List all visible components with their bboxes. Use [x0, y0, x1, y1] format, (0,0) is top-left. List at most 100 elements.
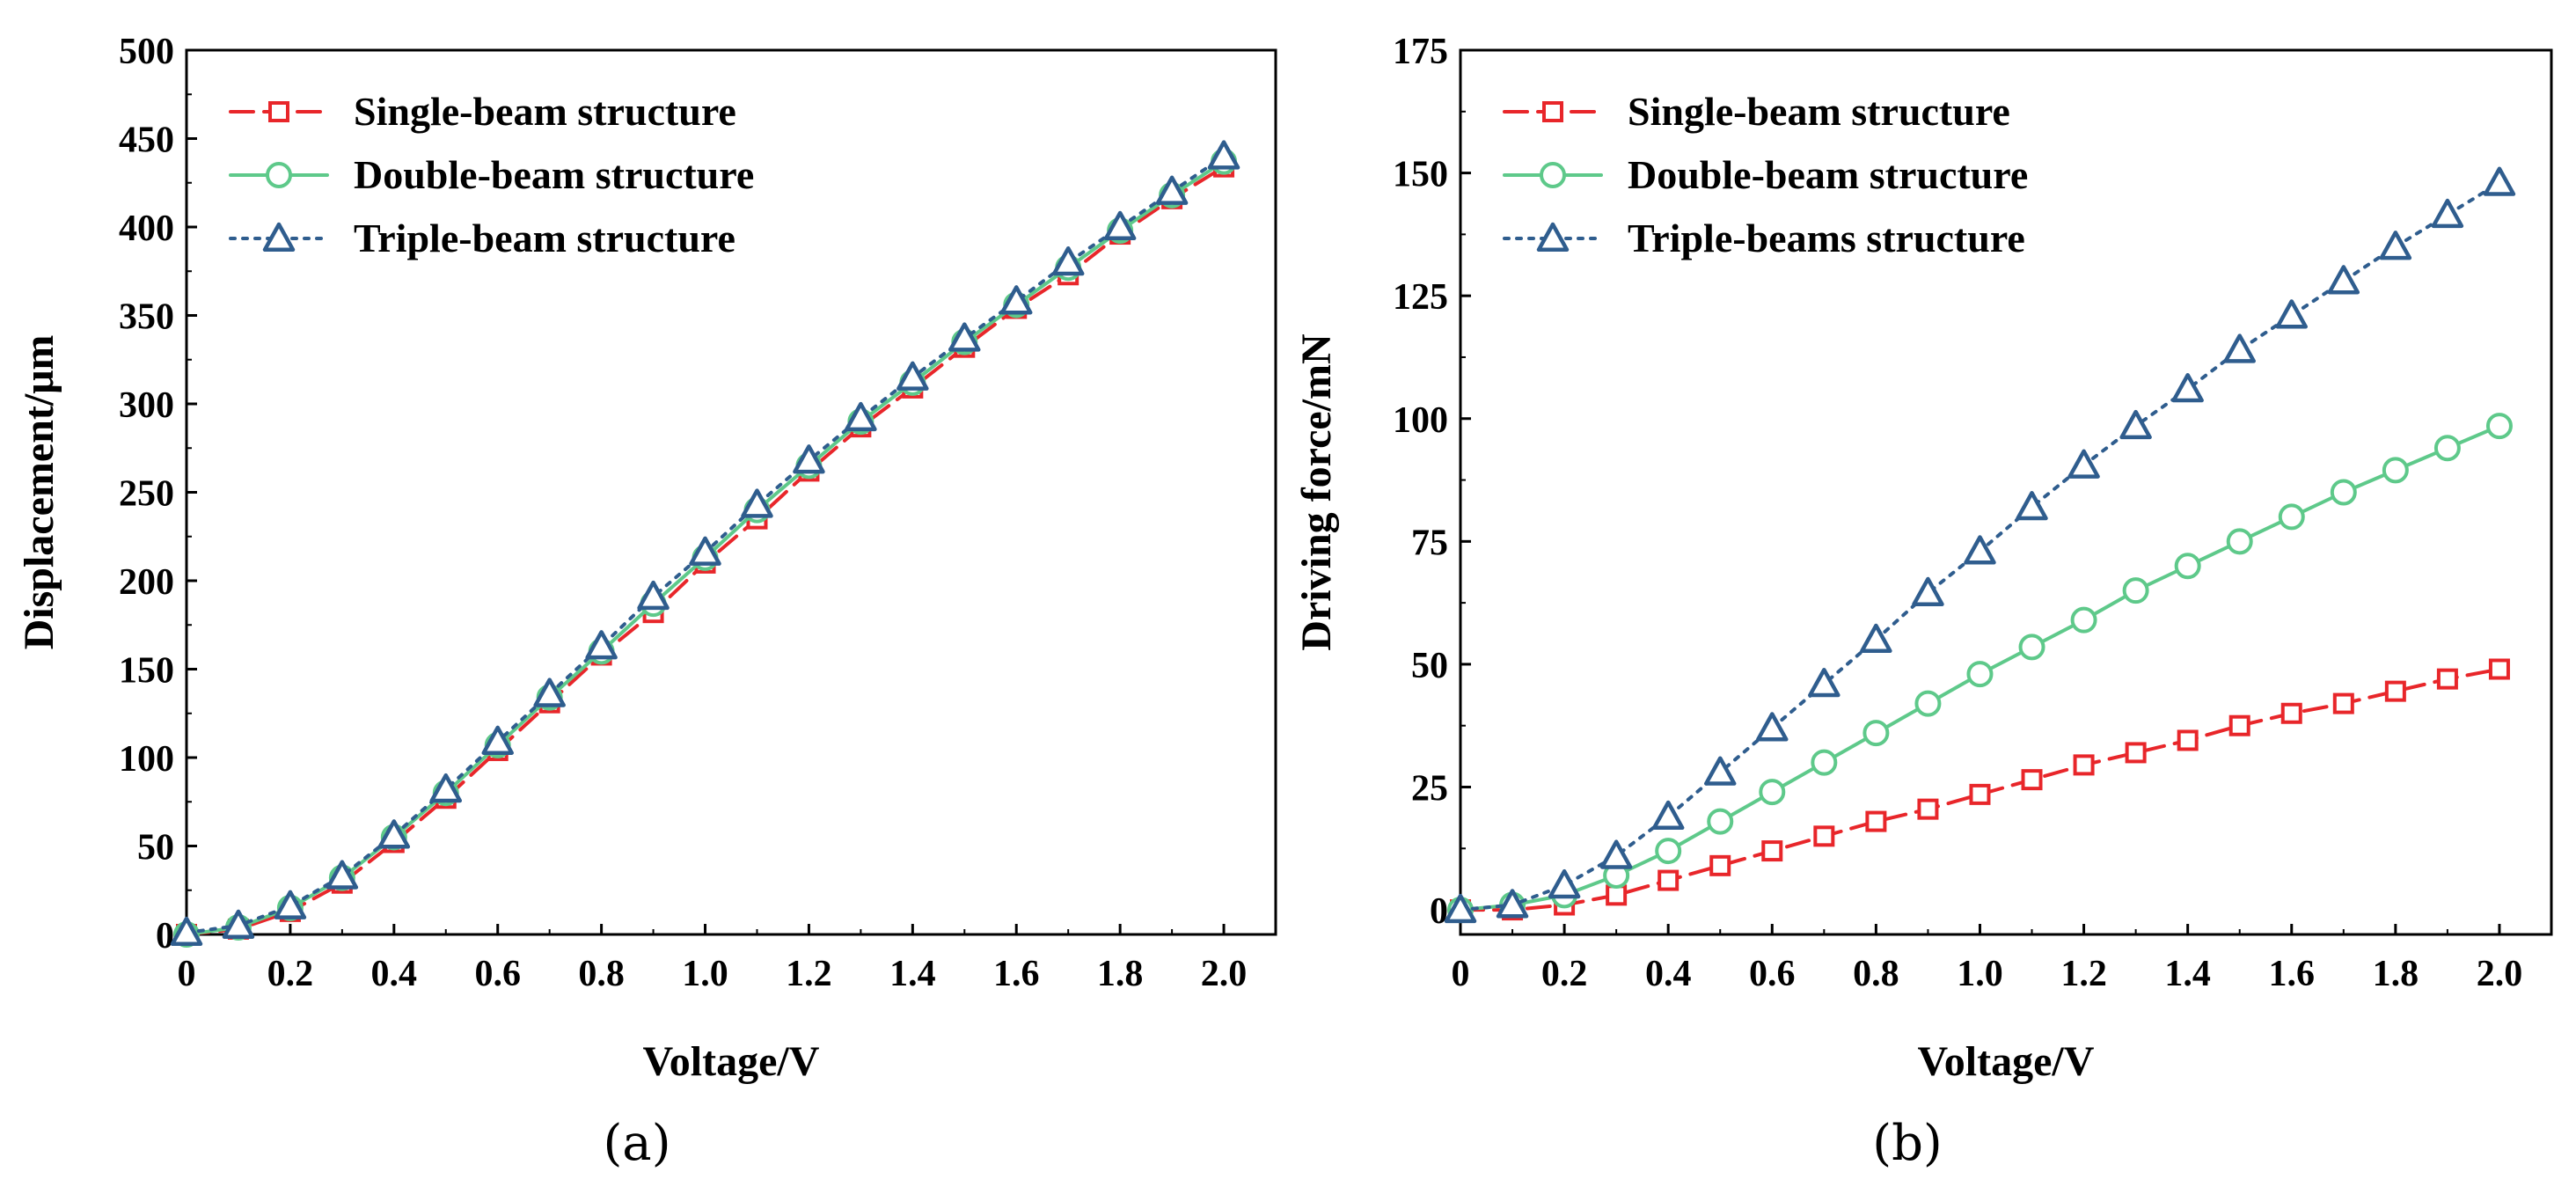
data-point [2171, 373, 2204, 403]
y-tick-label: 50 [137, 828, 174, 868]
y-tick-label: 500 [119, 32, 174, 72]
data-point [2174, 553, 2201, 580]
panel-caption: (b) [1872, 1115, 1943, 1172]
data-point [2327, 265, 2360, 295]
y-tick-label: 100 [1393, 400, 1448, 441]
data-point [1444, 893, 1477, 924]
data-point [2119, 409, 2152, 440]
data-point [222, 909, 255, 939]
data-point [1051, 245, 1085, 276]
data-point [2330, 479, 2357, 506]
data-point [2483, 166, 2516, 196]
panel-b-chart: 0 0.2 0.4 0.6 0.8 1.0 1.2 1.4 1.6 1.8 2.0 0 25 50 75 10… [1293, 32, 2553, 1172]
x-tick-label: 0.4 [371, 954, 418, 994]
data-point [2488, 658, 2510, 680]
panel-a-chart: 0 0.2 0.4 0.6 0.8 1.0 1.2 1.4 1.6 1.8 2.0 0 50 100 150… [16, 32, 1277, 1172]
x-tick-label: 1.4 [889, 954, 936, 994]
data-point [429, 773, 463, 803]
data-point [2332, 692, 2354, 714]
series-square [1450, 658, 2510, 921]
x-tick-label: 1.4 [2164, 954, 2211, 994]
x-axis-title: Voltage/V [643, 1038, 820, 1085]
data-point [2382, 457, 2409, 484]
data-point [377, 819, 411, 849]
data-point [1811, 749, 1838, 776]
data-point [1862, 720, 1890, 747]
plot-frame [1459, 48, 2553, 936]
data-point [2379, 231, 2412, 260]
data-point [2228, 714, 2250, 736]
data-point [2067, 449, 2100, 479]
x-tick-label: 1.6 [993, 954, 1040, 994]
data-point [1912, 576, 1944, 607]
data-point [1548, 868, 1581, 899]
legend: Single-beam structure Double-beam structu… [1503, 89, 2028, 260]
data-point [1709, 854, 1731, 876]
series-triangle [1444, 166, 2516, 924]
y-axis-title: Driving force/mN [1293, 333, 1340, 651]
x-tick-label: 0.2 [1541, 954, 1588, 994]
data-point [1761, 840, 1783, 862]
data-point [2122, 577, 2149, 604]
data-point [2433, 435, 2461, 462]
y-tick-label: 400 [119, 209, 174, 249]
x-tick-label: 0.6 [474, 954, 521, 994]
data-point [1914, 690, 1942, 717]
data-point [2073, 754, 2095, 776]
data-point [1658, 869, 1680, 891]
data-point [1964, 535, 1996, 565]
data-point [1496, 889, 1529, 919]
data-point [1703, 756, 1737, 786]
data-point [1103, 210, 1137, 241]
x-tick-label: 0.8 [578, 954, 625, 994]
y-tick-label: 300 [119, 385, 174, 426]
x-tick-label: 2.0 [2477, 954, 2523, 994]
legend-label: Triple-beams structure [1628, 216, 2025, 260]
x-tick-label: 1.2 [2060, 954, 2107, 994]
y-tick-label: 50 [1411, 646, 1448, 686]
legend-marker [1536, 222, 1570, 253]
data-point [948, 322, 981, 352]
legend-marker [1542, 101, 1563, 122]
x-tick-label: 2.0 [1201, 954, 1248, 994]
y-tick-label: 150 [119, 651, 174, 692]
data-point [326, 860, 359, 890]
y-tick-label: 25 [1411, 769, 1448, 809]
data-point [689, 536, 721, 566]
data-point [2278, 503, 2305, 531]
legend-label: Triple-beam structure [354, 216, 735, 260]
data-point [1860, 623, 1892, 654]
data-point [2436, 668, 2458, 690]
data-point [2384, 680, 2406, 702]
data-point [741, 488, 773, 518]
legend-marker [268, 101, 289, 122]
series-circle [1447, 413, 2513, 924]
y-tick-label: 75 [1411, 523, 1448, 563]
data-point [2177, 729, 2199, 751]
data-point [585, 630, 618, 660]
data-point [2431, 198, 2464, 229]
y-tick-label: 100 [119, 739, 174, 780]
legend: Single-beam structure Double-beam structu… [229, 89, 754, 260]
data-point [793, 444, 825, 474]
y-tick-label: 175 [1393, 32, 1448, 72]
x-tick-label: 0.4 [1645, 954, 1692, 994]
data-point [845, 401, 877, 432]
legend-marker [266, 162, 292, 188]
data-point [1599, 839, 1633, 869]
data-point [2018, 634, 2045, 661]
data-point [2275, 299, 2309, 329]
y-tick-label: 0 [1430, 891, 1448, 932]
x-axis-title: Voltage/V [1918, 1038, 2095, 1085]
data-point [1207, 140, 1240, 170]
legend-label: Double-beam structure [1628, 152, 2028, 197]
data-point [1808, 668, 1841, 698]
data-point [274, 890, 307, 919]
data-point [1917, 798, 1939, 820]
data-point [1966, 661, 1994, 688]
legend-label: Single-beam structure [1628, 89, 2010, 134]
x-tick-label: 1.6 [2269, 954, 2316, 994]
data-point [1865, 810, 1887, 832]
data-point [2226, 528, 2253, 555]
y-axis-title: Displacement/μm [16, 335, 62, 650]
